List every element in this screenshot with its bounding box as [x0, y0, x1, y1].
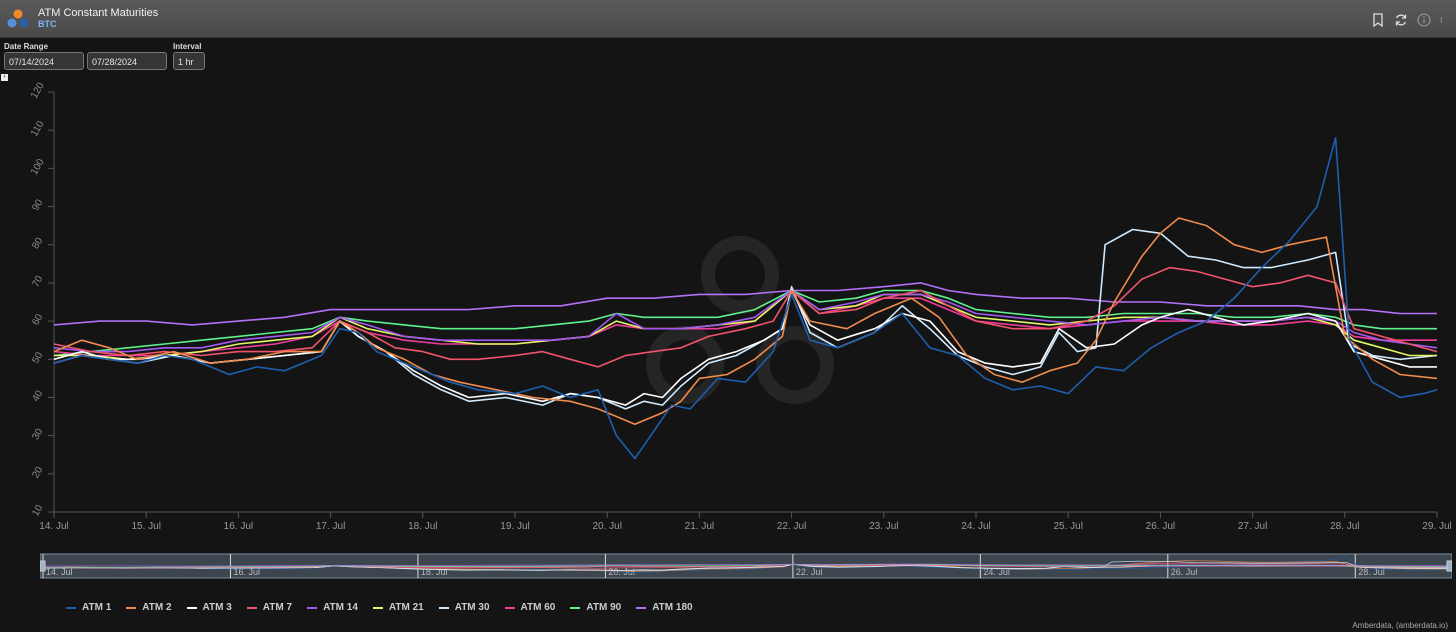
- range-navigator[interactable]: 14. Jul 16. Jul 18. Jul 20. Jul 22. Jul 24. J…: [40, 553, 1452, 579]
- info-icon[interactable]: [1417, 13, 1431, 27]
- y-axis-tick-label: 110: [29, 119, 47, 139]
- series-line-atm-14: [53, 289, 1438, 353]
- page-title: ATM Constant Maturities: [38, 7, 159, 19]
- legend-swatch: [66, 606, 76, 609]
- navigator-series-line: [42, 563, 1449, 569]
- legend-label: ATM 14: [323, 602, 358, 613]
- y-axis-tick-label: 10: [30, 503, 45, 519]
- legend-swatch: [438, 606, 449, 609]
- legend-swatch: [504, 606, 515, 609]
- series-line-atm-2: [53, 217, 1438, 425]
- x-axis-tick-label: 22. Jul: [777, 521, 806, 530]
- y-axis-tick-label: 40: [30, 388, 45, 404]
- atm-volatility-chart: 10 20 30 40 50 60 70 80 90 100 110 120 14. Jul 15. Ju…: [29, 82, 1452, 530]
- x-axis-tick-label: 18. Jul: [408, 521, 437, 530]
- x-axis-tick-label: 21. Jul: [685, 521, 714, 530]
- app-titlebar: ATM Constant Maturities BTC: [0, 0, 1456, 38]
- legend-swatch: [307, 606, 318, 609]
- legend-item[interactable]: ATM 180: [636, 602, 693, 613]
- x-axis-tick-label: 28. Jul: [1330, 521, 1359, 530]
- more-icon[interactable]: [1440, 13, 1446, 27]
- y-axis-tick-label: 30: [30, 426, 45, 442]
- series-line-atm-7: [53, 266, 1438, 368]
- legend-label: ATM 21: [388, 602, 424, 613]
- legend-swatch: [246, 606, 257, 609]
- navigator-tick-label: 16. Jul: [233, 567, 260, 577]
- legend-item[interactable]: ATM 60: [504, 602, 556, 613]
- end-date-input[interactable]: 07/28/2024: [87, 52, 167, 70]
- legend-swatch: [570, 606, 581, 609]
- collapse-toggle-button[interactable]: ›: [1, 74, 8, 81]
- y-axis-tick-label: 50: [30, 350, 45, 366]
- legend-swatch: [372, 606, 383, 609]
- series-line-atm-1: [53, 137, 1438, 460]
- legend-label: ATM 2: [142, 602, 172, 613]
- x-axis-tick-label: 24. Jul: [961, 521, 990, 530]
- legend-label: ATM 60: [520, 602, 556, 613]
- refresh-icon[interactable]: [1394, 13, 1408, 27]
- chart-credits: Amberdata, (amberdata.io): [1352, 621, 1448, 630]
- legend-item[interactable]: ATM 3: [186, 602, 232, 613]
- start-date-input[interactable]: 07/14/2024: [4, 52, 84, 70]
- legend-item[interactable]: ATM 1: [66, 602, 111, 613]
- legend-label: ATM 180: [652, 602, 693, 613]
- navigator-series-line: [42, 563, 1449, 567]
- amberdata-logo-icon: [7, 9, 29, 28]
- x-axis-tick-label: 25. Jul: [1053, 521, 1082, 530]
- interval-label: Interval: [173, 42, 202, 51]
- x-axis-tick-label: 23. Jul: [869, 521, 898, 530]
- y-axis-tick-label: 20: [30, 465, 45, 481]
- navigator-tick-label: 18. Jul: [421, 567, 448, 577]
- bookmark-icon[interactable]: [1371, 13, 1385, 27]
- series-line-atm-60: [53, 289, 1437, 357]
- y-axis-tick-label: 90: [30, 197, 45, 213]
- x-axis-tick-label: 26. Jul: [1146, 521, 1175, 530]
- x-axis-tick-label: 16. Jul: [224, 521, 253, 530]
- asset-subtitle: BTC: [38, 19, 57, 29]
- legend-label: ATM 1: [82, 602, 112, 613]
- legend-swatch: [636, 606, 647, 609]
- legend-label: ATM 7: [262, 602, 293, 613]
- y-axis-tick-label: 100: [29, 157, 47, 177]
- chart-legend: ATM 1 ATM 2 ATM 3 ATM 7 ATM 14 ATM 21 ATM 30 AT…: [66, 602, 708, 613]
- legend-label: ATM 90: [586, 602, 622, 613]
- legend-item[interactable]: ATM 90: [570, 602, 621, 613]
- x-axis-tick-label: 17. Jul: [316, 521, 345, 530]
- navigator-tick-label: 26. Jul: [1171, 567, 1198, 577]
- navigator-right-handle[interactable]: [1446, 560, 1452, 572]
- y-axis-tick-label: 80: [30, 236, 45, 252]
- series-line-atm-90: [53, 289, 1437, 357]
- legend-item[interactable]: ATM 14: [307, 602, 358, 613]
- series-line-atm-3: [53, 289, 1437, 406]
- y-axis-tick-label: 70: [30, 274, 45, 290]
- navigator-tick-label: 14. Jul: [46, 567, 73, 577]
- x-axis-tick-label: 27. Jul: [1238, 521, 1267, 530]
- navigator-tick-label: 28. Jul: [1358, 567, 1385, 577]
- x-axis-tick-label: 29. Jul: [1422, 521, 1451, 530]
- navigator-tick-label: 20. Jul: [608, 567, 635, 577]
- navigator-left-handle[interactable]: [40, 560, 46, 572]
- legend-item[interactable]: ATM 30: [438, 602, 490, 613]
- legend-label: ATM 30: [454, 602, 490, 613]
- y-axis-tick-label: 60: [30, 312, 45, 328]
- legend-item[interactable]: ATM 21: [372, 602, 424, 613]
- y-axis-tick-label: 120: [29, 82, 47, 101]
- legend-swatch: [186, 606, 197, 609]
- legend-label: ATM 3: [202, 602, 232, 613]
- x-axis-tick-label: 15. Jul: [131, 521, 160, 530]
- date-range-label: Date Range: [4, 42, 49, 51]
- legend-item[interactable]: ATM 7: [246, 602, 293, 613]
- legend-item[interactable]: ATM 2: [126, 602, 172, 613]
- legend-swatch: [126, 606, 137, 609]
- x-axis-tick-label: 20. Jul: [592, 521, 621, 530]
- x-axis-tick-label: 19. Jul: [500, 521, 529, 530]
- interval-select[interactable]: 1 hr: [173, 52, 205, 70]
- navigator-tick-label: 24. Jul: [983, 567, 1010, 577]
- navigator-tick-label: 22. Jul: [796, 567, 823, 577]
- x-axis-tick-label: 14. Jul: [39, 521, 68, 530]
